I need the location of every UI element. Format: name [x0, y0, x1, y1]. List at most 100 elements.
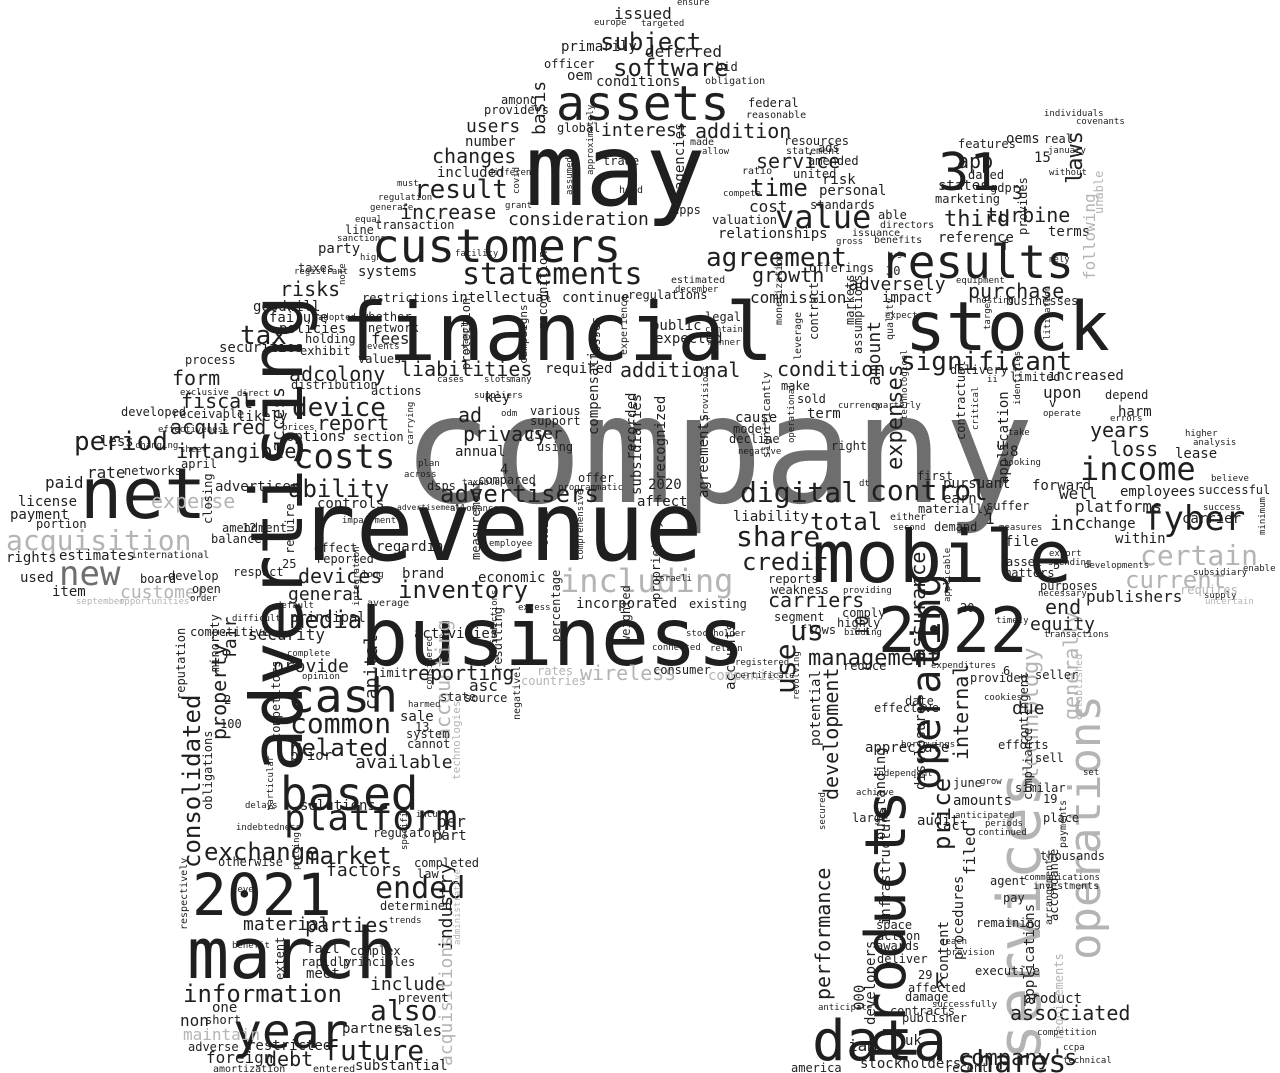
- word-results: results: [880, 235, 1074, 289]
- word-compensation: compensation: [586, 334, 602, 435]
- word-countries: countries: [521, 674, 586, 688]
- word-carrier: carrier: [1182, 511, 1241, 527]
- word-us: us: [790, 614, 824, 647]
- word-associated: associated: [1010, 1001, 1130, 1025]
- word-year: year: [233, 1004, 349, 1060]
- word-commission: commission: [750, 288, 846, 307]
- word-developed: developed: [121, 405, 186, 419]
- word-payment: payment: [10, 507, 69, 523]
- word-accordance: accordance: [1047, 849, 1061, 921]
- word-product: product: [1023, 991, 1082, 1007]
- word-reports: reports: [768, 572, 819, 586]
- word-used: used: [20, 570, 54, 586]
- word-resulting: resulting: [491, 607, 505, 672]
- word-device: device: [292, 393, 386, 423]
- word-item: item: [52, 584, 86, 600]
- word-goodwill: goodwill: [253, 299, 320, 315]
- word-service: service: [756, 149, 840, 173]
- word-cannot: cannot: [407, 737, 450, 751]
- word-inc: inc: [1050, 511, 1086, 535]
- word-offerings: offerings: [809, 261, 874, 275]
- word-providing: providing: [843, 586, 892, 596]
- word-september: september: [76, 597, 125, 607]
- word-well: well: [1059, 484, 1098, 503]
- word-related: related: [287, 734, 388, 762]
- word-quarterly: quarterly: [872, 401, 921, 411]
- word-29: 29: [918, 968, 932, 982]
- word-customer: customer: [120, 582, 207, 603]
- word-odm: odm: [501, 409, 517, 419]
- word-public: public: [651, 318, 702, 334]
- word-flows: flows: [800, 623, 836, 637]
- word-considered: considered: [425, 636, 435, 690]
- word-indebtedness: indebtedness: [236, 823, 301, 833]
- word-000: 000: [852, 985, 868, 1010]
- word-jurisdictions: jurisdictions: [490, 590, 500, 660]
- word-events: events: [367, 342, 400, 352]
- word-communications: communications: [1024, 873, 1100, 883]
- word-established: established: [1074, 654, 1085, 720]
- word-3: 3: [1012, 183, 1023, 204]
- word-allowance: allowance: [450, 504, 499, 514]
- word-substantial: substantial: [355, 1058, 448, 1073]
- word-filed: filed: [960, 827, 979, 875]
- word-operate: operate: [1043, 409, 1081, 419]
- word-june: june: [953, 776, 982, 790]
- word-international: international: [131, 550, 209, 561]
- word-success: success: [1203, 503, 1241, 513]
- word-operational: operational: [787, 383, 797, 443]
- word-businesses: businesses: [1006, 294, 1078, 308]
- word-form: form: [172, 366, 220, 390]
- word-risk: risk: [822, 172, 856, 188]
- word-real: real: [1044, 132, 1073, 146]
- word-10: 10: [852, 615, 873, 637]
- word-4: 4: [500, 462, 508, 478]
- word-accounting: accounting: [431, 620, 455, 740]
- word-k: k: [934, 969, 946, 993]
- word-effective: effective: [874, 701, 939, 715]
- word-lease: lease: [1175, 446, 1217, 462]
- word-consumer: consumer: [653, 663, 711, 677]
- word-personal: personal: [819, 183, 886, 199]
- word-security: security: [248, 625, 325, 644]
- word-amounts: amounts: [953, 793, 1012, 809]
- word-across: across: [404, 470, 437, 480]
- word-benefits: benefits: [874, 235, 922, 246]
- word-8: 8: [1010, 444, 1018, 460]
- word-1: 1: [985, 509, 995, 528]
- word-state: state: [440, 690, 476, 704]
- word-negatively: negatively: [512, 660, 523, 720]
- word-platforms: platforms: [1075, 497, 1162, 516]
- word-impairment: impairment: [342, 516, 396, 526]
- word-board: board: [140, 572, 176, 586]
- word-upon: upon: [1043, 383, 1082, 402]
- word-allow: allow: [702, 147, 730, 157]
- word-technology: technology: [1019, 648, 1044, 780]
- word-paid: paid: [45, 473, 84, 492]
- word-officer: officer: [544, 57, 595, 71]
- word-information: information: [183, 980, 342, 1008]
- word-increase: increase: [400, 200, 496, 224]
- word-financial: financial: [340, 286, 773, 379]
- word-order: order: [190, 594, 218, 604]
- word-agreements: agreements: [696, 414, 712, 498]
- word-assurance: assurance: [906, 552, 930, 660]
- word-pursuant: pursuant: [943, 476, 1010, 492]
- word-within: within: [1115, 531, 1166, 547]
- word-may: may: [525, 112, 706, 229]
- word-different: different: [488, 168, 537, 178]
- word-losses: losses: [589, 317, 603, 360]
- word-provisions: provisions: [701, 366, 711, 420]
- word-condition: condition: [777, 357, 885, 381]
- word-remaining: remaining: [976, 916, 1041, 930]
- word-taxable: taxable: [462, 478, 500, 488]
- word-right: right: [831, 439, 867, 453]
- word-successful: successful: [1198, 483, 1270, 497]
- word-matters: matters: [1004, 566, 1055, 580]
- word-respectively: respectively: [179, 858, 190, 930]
- word-periods: periods: [985, 819, 1023, 829]
- word-data: data: [812, 1009, 947, 1073]
- word-limited: limited: [1010, 370, 1061, 384]
- word-ended: ended: [375, 871, 465, 906]
- word-suppliers: suppliers: [474, 391, 523, 401]
